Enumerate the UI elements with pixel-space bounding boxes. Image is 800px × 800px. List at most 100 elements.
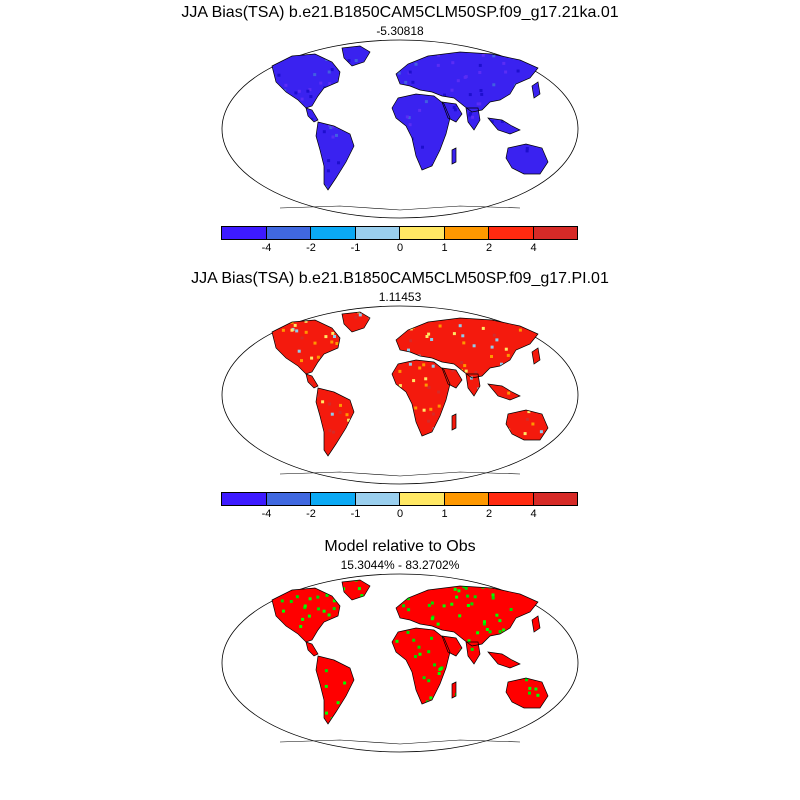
grid-cell [324,669,328,673]
grid-cell [537,731,540,734]
grid-cell [430,601,434,605]
grid-cell [281,328,285,332]
grid-cell [578,403,580,406]
grid-cell [317,607,320,611]
grid-cell [238,613,241,616]
grid-cell [272,217,275,220]
colorbar-tick-label: -1 [350,242,361,254]
world-map [221,573,579,753]
grid-cell [332,599,336,603]
grid-cell [252,603,255,606]
coastline [487,383,521,401]
colorbar-tick-label: 1 [441,508,448,520]
grid-cell [541,580,545,583]
coastline [279,205,521,211]
grid-cell [481,53,485,57]
grid-cell [526,484,529,486]
grid-cell [453,587,457,591]
grid-cell [357,312,360,314]
colorbar-box [532,492,578,506]
grid-cell [294,91,298,95]
grid-cell [254,206,257,209]
grid-cell [231,211,234,214]
coastline [279,739,521,745]
grid-cell [478,102,482,106]
grid-cell [242,468,245,471]
grid-cell [427,679,431,683]
grid-cell [397,71,401,75]
grid-cell [418,366,422,370]
grid-cell [558,84,561,87]
grid-cell [306,89,310,93]
panel-global-mean: 1.11453 [378,290,422,304]
grid-cell [515,477,518,480]
grid-cell [564,480,567,483]
grid-cell [263,323,266,326]
grid-cell [221,682,224,685]
grid-cell [424,377,428,381]
grid-cell [424,383,428,387]
colorbar-tick-label: -1 [350,508,361,520]
grid-cell [402,604,406,608]
grid-cell [506,308,509,311]
grid-cell [238,308,241,311]
grid-cell [492,83,496,87]
coastline [531,81,541,99]
grid-cell [316,355,320,359]
grid-cell [224,471,227,474]
grid-cell [251,307,254,310]
grid-cell [470,602,474,606]
grid-cell [482,622,486,626]
grid-cell [543,73,546,76]
grid-cell [407,116,411,120]
grid-cell [551,51,554,54]
grid-cell [474,371,478,374]
grid-cell [575,709,578,712]
grid-cell [456,79,460,83]
grid-cell [452,105,456,109]
grid-cell [280,55,284,59]
grid-cell [309,382,313,386]
coastline [271,319,341,375]
grid-cell [260,317,263,320]
grid-cell [536,452,540,456]
grid-cell [223,172,226,175]
grid-cell [224,217,227,220]
grid-cell [563,59,566,62]
grid-cell [241,472,244,475]
grid-cell [525,678,528,682]
coastline [487,651,521,669]
grid-cell [224,611,227,614]
colorbar-tick-label: 2 [485,508,493,520]
grid-cell [524,477,527,480]
grid-cell [250,740,253,743]
grid-cell [430,636,433,640]
grid-cell [408,362,412,366]
grid-cell [290,38,293,41]
grid-cell [246,599,249,602]
grid-cell [261,67,264,70]
grid-cell [292,476,295,479]
grid-cell [579,379,581,382]
grid-cell [523,482,526,485]
grid-cell [256,482,259,485]
grid-cell [538,479,541,482]
grid-cell [451,369,455,372]
grid-cell [222,150,225,153]
grid-cell [316,394,320,398]
grid-cell [452,749,455,752]
grid-cell [327,70,331,74]
grid-cell [545,458,548,461]
grid-cell [345,413,349,417]
grid-cell [414,406,418,410]
grid-cell [553,202,556,205]
grid-cell [229,212,232,215]
grid-cell [254,212,257,215]
grid-cell [464,369,468,373]
grid-cell [308,88,312,92]
coastline [441,367,463,389]
grid-cell [321,305,324,308]
colorbar-box [354,492,400,506]
grid-cell [331,135,335,139]
grid-cell [553,590,556,593]
